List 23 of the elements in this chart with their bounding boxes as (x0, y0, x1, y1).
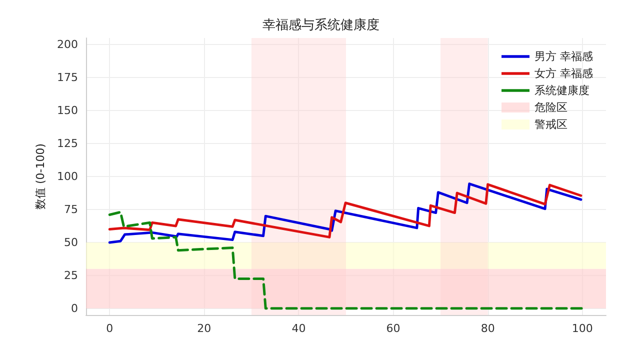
legend-label: 系统健康度 (534, 84, 590, 97)
y-axis-title: 数值 (0-100) (34, 143, 48, 210)
y-tick-label: 50 (64, 236, 78, 249)
y-tick-label: 0 (71, 302, 78, 315)
y-tick-label: 150 (57, 104, 78, 118)
y-tick-label: 125 (57, 137, 78, 150)
line-series (108, 210, 584, 310)
y-tick-label: 200 (57, 38, 78, 52)
y-tick-label: 175 (57, 71, 78, 84)
legend-label: 危险区 (534, 101, 568, 114)
x-tick-label: 0 (106, 322, 114, 335)
x-tick-label: 40 (292, 322, 306, 335)
x-tick-label: 60 (386, 322, 400, 335)
y-tick-label: 100 (57, 170, 78, 183)
x-tick-label: 20 (197, 322, 212, 335)
chart-title: 幸福感与系统健康度 (262, 17, 380, 33)
y-tick-label: 25 (64, 268, 78, 282)
x-tick-label: 100 (572, 322, 593, 335)
legend-label: 警戒区 (534, 118, 568, 131)
legend-label: 男方 幸福感 (534, 50, 594, 63)
y-tick-label: 75 (64, 202, 78, 216)
x-tick-label: 80 (480, 322, 495, 335)
legend-label: 女方 幸福感 (534, 67, 594, 80)
